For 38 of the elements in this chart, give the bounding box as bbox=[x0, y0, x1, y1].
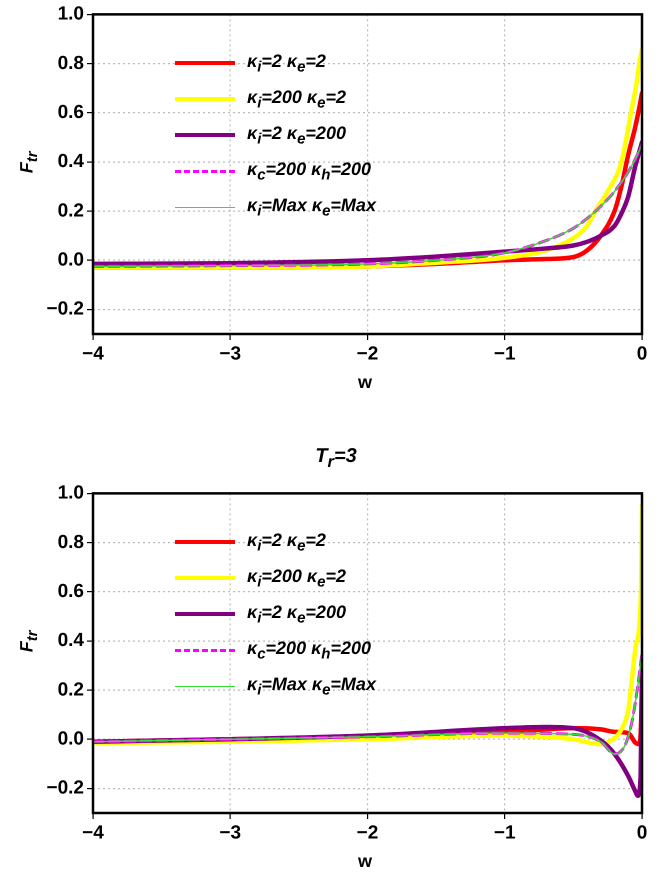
y-tick-label: 0.6 bbox=[58, 102, 84, 123]
x-tick-label: 0 bbox=[636, 344, 648, 365]
x-tick-label: −3 bbox=[219, 822, 242, 844]
x-axis-title: w bbox=[358, 851, 372, 872]
line-series bbox=[93, 46, 642, 270]
x-tick-label: −1 bbox=[494, 822, 516, 844]
y-tick-label: 0.0 bbox=[58, 249, 84, 270]
y-tick-label: 0.8 bbox=[58, 52, 84, 74]
x-tick-label: −3 bbox=[219, 344, 242, 365]
y-tick-label: −0.2 bbox=[46, 298, 84, 320]
legend-label: κ$_{c}$=200 κ$_{h}$=200 bbox=[247, 638, 371, 662]
x-tick-label: −4 bbox=[82, 822, 104, 844]
x-tick-label: −2 bbox=[356, 822, 378, 844]
x-axis-title: w bbox=[358, 372, 372, 393]
y-tick-label: 0.4 bbox=[58, 630, 84, 652]
chart-title: T$_{r}$=3 bbox=[314, 445, 358, 472]
legend-label: κ$_{i}$=Max κ$_{e}$=Max bbox=[247, 674, 376, 698]
legend-label: κ$_{i}$=2 κ$_{e}$=200 bbox=[247, 602, 346, 626]
x-tick-label: −1 bbox=[494, 344, 516, 365]
y-tick-label: 0.6 bbox=[58, 580, 84, 602]
y-tick-label: 1.0 bbox=[58, 4, 84, 25]
y-tick-label: −0.2 bbox=[46, 778, 84, 799]
legend-label: κ$_{i}$=2 κ$_{e}$=200 bbox=[247, 122, 346, 148]
y-tick-label: 0.2 bbox=[58, 200, 84, 222]
legend-label: κ$_{i}$=200 κ$_{e}$=2 bbox=[247, 86, 346, 112]
legend-label: κ$_{i}$=200 κ$_{e}$=2 bbox=[247, 566, 346, 590]
x-tick-label: −2 bbox=[356, 344, 378, 365]
x-tick-label: 0 bbox=[636, 822, 648, 844]
legend-label: κ$_{i}$=Max κ$_{e}$=Max bbox=[247, 194, 376, 220]
y-tick-label: 0.8 bbox=[58, 532, 84, 553]
legend-label: κ$_{i}$=2 κ$_{e}$=2 bbox=[247, 530, 326, 554]
y-tick-label: 0.2 bbox=[58, 679, 84, 700]
y-tick-label: 0.0 bbox=[58, 728, 84, 750]
y-tick-label: 1.0 bbox=[58, 482, 84, 504]
x-tick-label: −4 bbox=[82, 344, 104, 365]
y-tick-label: 0.4 bbox=[58, 151, 84, 172]
legend-label: κ$_{i}$=2 κ$_{e}$=2 bbox=[247, 50, 326, 76]
legend-label: κ$_{c}$=200 κ$_{h}$=200 bbox=[247, 158, 371, 184]
